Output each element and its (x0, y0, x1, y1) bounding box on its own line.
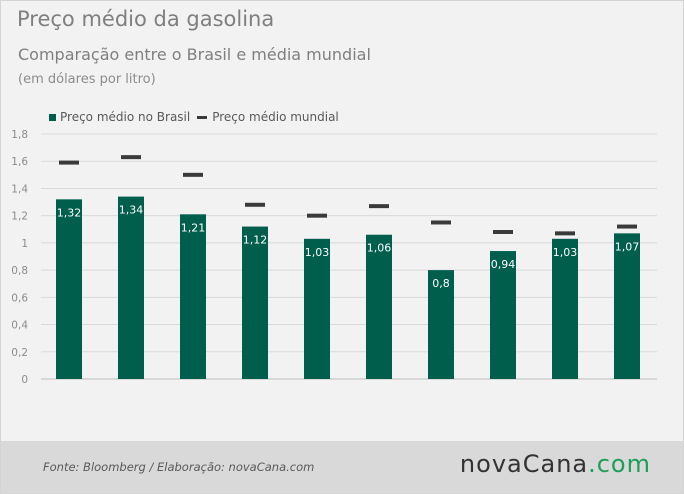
dash-world-average (307, 213, 327, 218)
bar-data-label: 1,03 (553, 246, 578, 259)
y-tick-label: 0,4 (11, 320, 28, 332)
y-tick-label: 0,8 (11, 265, 28, 277)
dash-world-average (431, 220, 451, 225)
dash-world-average (183, 172, 203, 177)
legend-label-brazil: Preço médio no Brasil (60, 110, 191, 124)
chart-title: Preço médio da gasolina (17, 7, 275, 31)
legend-label-world: Preço médio mundial (212, 110, 339, 124)
y-tick-label: 0 (21, 374, 28, 386)
dash-world-average (555, 231, 575, 236)
bar-brazil (428, 270, 454, 379)
unit-note: (em dólares por litro) (18, 72, 156, 87)
y-tick-label: 1,6 (11, 156, 28, 168)
bar-data-label: 1,03 (305, 246, 330, 259)
legend-swatch-world (197, 115, 208, 119)
bar-brazil (614, 233, 640, 379)
bar-brazil (366, 234, 392, 379)
bar-brazil (56, 199, 82, 379)
logo-suffix: .com (588, 450, 651, 478)
legend: Preço médio no Brasil Preço médio mundia… (49, 109, 339, 125)
dash-world-average (121, 155, 141, 160)
bar-chart: 0 0,2 0,4 0,6 0,8 1 1,2 1,4 1,6 1,8 1,32 1,34 1,21 1,… (11, 129, 657, 386)
chart-subtitle: Comparação entre o Brasil e média mundia… (18, 45, 371, 64)
dash-world-average (245, 202, 265, 207)
bar-data-label: 0,8 (432, 277, 450, 290)
bar-brazil (180, 214, 206, 379)
dash-world-average (493, 230, 513, 234)
y-tick-label: 1,4 (11, 183, 28, 195)
legend-swatch-brazil (49, 113, 56, 121)
bar-data-label: 1,34 (119, 204, 144, 217)
dash-world-average (59, 160, 79, 165)
bar-data-label: 1,12 (243, 234, 268, 247)
y-tick-label: 1,2 (11, 211, 28, 223)
novacana-logo: novaCana.com (460, 450, 651, 478)
dash-world-average (617, 224, 637, 229)
bar-data-label: 1,06 (367, 242, 392, 255)
bar-brazil (490, 251, 516, 379)
bar-data-label: 1,32 (57, 206, 82, 219)
bar-brazil (118, 196, 144, 379)
bar-brazil (304, 238, 330, 379)
y-tick-label: 1,8 (11, 129, 28, 141)
footer: Fonte: Bloomberg / Elaboração: novaCana.… (1, 441, 683, 493)
dash-world-average (369, 204, 389, 209)
y-tick-label: 0,6 (11, 292, 28, 304)
logo-main: novaCana (459, 450, 589, 478)
bar-data-label: 0,94 (491, 258, 516, 271)
y-tick-label: 0,2 (11, 347, 28, 359)
bar-data-label: 1,07 (615, 240, 640, 253)
bar-data-label: 1,21 (181, 221, 206, 234)
bar-brazil (552, 238, 578, 379)
y-tick-label: 1 (21, 238, 28, 250)
bar-brazil (242, 226, 268, 379)
source-note: Fonte: Bloomberg / Elaboração: novaCana.… (43, 460, 315, 474)
